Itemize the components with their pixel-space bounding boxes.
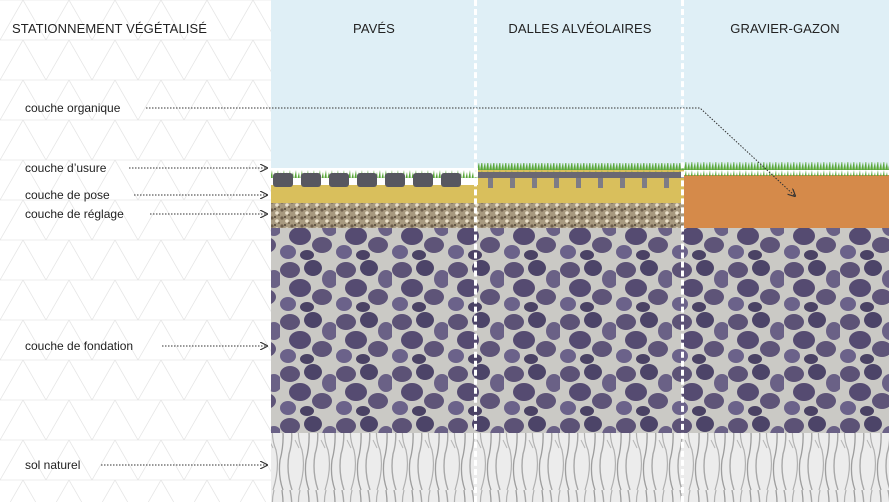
foundation-layer <box>271 228 889 433</box>
gravier-grass <box>684 162 889 176</box>
column-title-gravier: GRAVIER-GAZON <box>730 21 840 36</box>
paves-setting-gravel <box>271 203 478 228</box>
label-couche-organique: couche organique <box>25 101 121 115</box>
sky-background <box>271 0 889 168</box>
column-divider <box>681 0 684 502</box>
column-divider <box>474 0 477 502</box>
label-couche-usure: couche d’usure <box>25 161 107 175</box>
label-couche-reglage: couche de réglage <box>25 207 124 221</box>
dalles-grass <box>478 163 684 173</box>
label-couche-fondation: couche de fondation <box>25 339 134 353</box>
column-title-dalles: DALLES ALVÉOLAIRES <box>508 21 652 36</box>
label-sol-naturel: sol naturel <box>25 458 81 472</box>
background-pattern <box>0 0 271 502</box>
dalles-cells <box>488 178 669 188</box>
leader-organique <box>146 107 795 196</box>
column-title-paves: PAVÉS <box>353 21 395 36</box>
paves-bedding-layer <box>271 185 478 203</box>
natural-soil-layer <box>271 430 889 502</box>
dalles-setting-gravel <box>478 203 684 228</box>
diagram-title: STATIONNEMENT VÉGÉTALISÉ <box>12 21 208 36</box>
paves-blocks <box>273 173 461 187</box>
gravier-organic-layer <box>684 175 889 228</box>
label-couche-pose: couche de pose <box>25 188 110 202</box>
leader-lines <box>101 107 795 465</box>
dalles-grid-top <box>478 172 684 178</box>
